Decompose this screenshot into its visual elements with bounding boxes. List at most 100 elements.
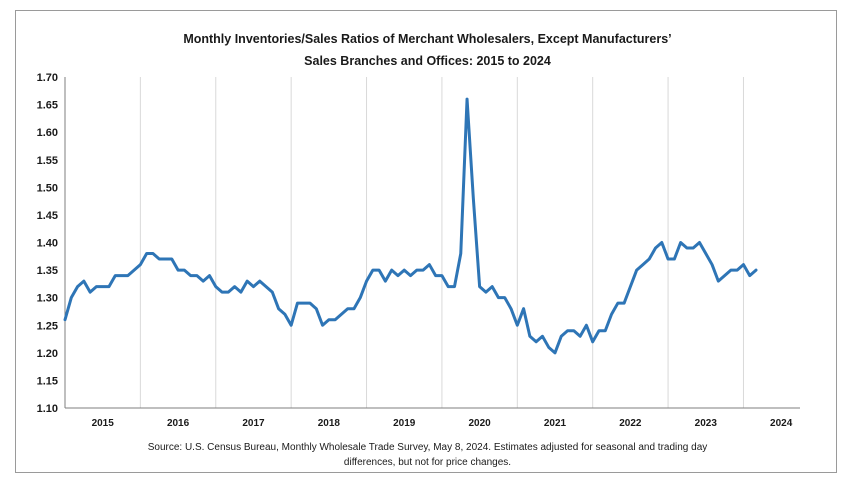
data-point	[277, 307, 280, 310]
data-point	[164, 258, 167, 261]
data-point	[107, 285, 110, 288]
data-point	[95, 285, 98, 288]
data-point	[246, 280, 249, 283]
y-tick-label: 1.65	[37, 100, 58, 112]
data-point	[403, 269, 406, 272]
data-point	[139, 263, 142, 266]
data-point	[535, 340, 538, 343]
y-tick-label: 1.30	[37, 293, 58, 305]
data-point	[610, 313, 613, 316]
data-point	[177, 269, 180, 272]
data-point	[503, 296, 506, 299]
data-point	[158, 258, 161, 261]
data-point	[541, 335, 544, 338]
chart-title-line-1: Monthly Inventories/Sales Ratios of Merc…	[183, 32, 672, 46]
data-point	[265, 285, 268, 288]
data-point	[422, 269, 425, 272]
data-point	[604, 329, 607, 332]
data-point	[692, 247, 695, 250]
data-point	[729, 269, 732, 272]
data-point	[396, 274, 399, 277]
source-note-line-2: differences, but not for price changes.	[343, 457, 512, 468]
y-tick-label: 1.60	[37, 127, 58, 139]
x-tick-label: 2019	[393, 418, 416, 429]
x-tick-label: 2016	[167, 418, 190, 429]
data-point	[290, 324, 293, 327]
data-point	[428, 263, 431, 266]
data-point	[89, 291, 92, 294]
source-note-line-1: Source: U.S. Census Bureau, Monthly Whol…	[147, 442, 708, 453]
data-point	[409, 274, 412, 277]
data-point	[133, 269, 136, 272]
data-point	[114, 274, 117, 277]
data-point	[334, 318, 337, 321]
y-tick-label: 1.40	[37, 238, 58, 250]
y-tick-label: 1.25	[37, 320, 58, 332]
data-point	[616, 302, 619, 305]
data-point	[491, 285, 494, 288]
data-point	[82, 280, 85, 283]
data-point	[711, 263, 714, 266]
data-point	[371, 269, 374, 272]
data-point	[629, 285, 632, 288]
data-point	[522, 307, 525, 310]
data-point	[579, 335, 582, 338]
y-tick-label: 1.10	[37, 403, 58, 415]
y-tick-label: 1.70	[37, 72, 58, 84]
data-point	[673, 258, 676, 261]
y-tick-label: 1.50	[37, 182, 58, 194]
series	[63, 97, 758, 355]
data-point	[302, 302, 305, 305]
y-tick-label: 1.55	[37, 155, 58, 167]
data-point	[572, 329, 575, 332]
data-point	[101, 285, 104, 288]
data-point	[346, 307, 349, 310]
data-point	[384, 280, 387, 283]
data-point	[151, 252, 154, 255]
x-tick-label: 2021	[544, 418, 567, 429]
data-point	[635, 269, 638, 272]
series-line	[63, 97, 758, 355]
axes	[64, 77, 800, 409]
data-point	[415, 269, 418, 272]
data-point	[704, 252, 707, 255]
data-point	[309, 302, 312, 305]
data-point	[183, 269, 186, 272]
data-point	[70, 296, 73, 299]
data-point	[447, 285, 450, 288]
data-point	[315, 307, 318, 310]
data-point	[484, 291, 487, 294]
x-tick-label: 2020	[468, 418, 491, 429]
data-point	[478, 285, 481, 288]
data-point	[126, 274, 129, 277]
data-point	[195, 274, 198, 277]
data-point	[723, 274, 726, 277]
x-axis-ticks: 2015 2016 2017 2018 2019 2020 2021 2022 2023 2024	[92, 418, 793, 429]
y-tick-label: 1.20	[37, 348, 58, 360]
y-tick-label: 1.35	[37, 265, 58, 277]
data-point	[283, 313, 286, 316]
year-gridlines	[139, 77, 744, 408]
data-point	[698, 241, 701, 244]
data-point	[365, 280, 368, 283]
data-point	[497, 296, 500, 299]
data-point	[679, 241, 682, 244]
data-point	[547, 346, 550, 349]
data-point	[434, 274, 437, 277]
data-point	[748, 274, 751, 277]
data-point	[667, 258, 670, 261]
data-point	[466, 98, 469, 101]
data-point	[64, 318, 67, 321]
data-point	[660, 241, 663, 244]
x-tick-label: 2023	[695, 418, 718, 429]
data-point	[296, 302, 299, 305]
data-point	[327, 318, 330, 321]
y-tick-label: 1.15	[37, 375, 58, 387]
data-point	[76, 285, 79, 288]
data-point	[170, 258, 173, 261]
data-point	[440, 274, 443, 277]
data-point	[359, 296, 362, 299]
x-tick-label: 2024	[770, 418, 793, 429]
data-point	[340, 313, 343, 316]
